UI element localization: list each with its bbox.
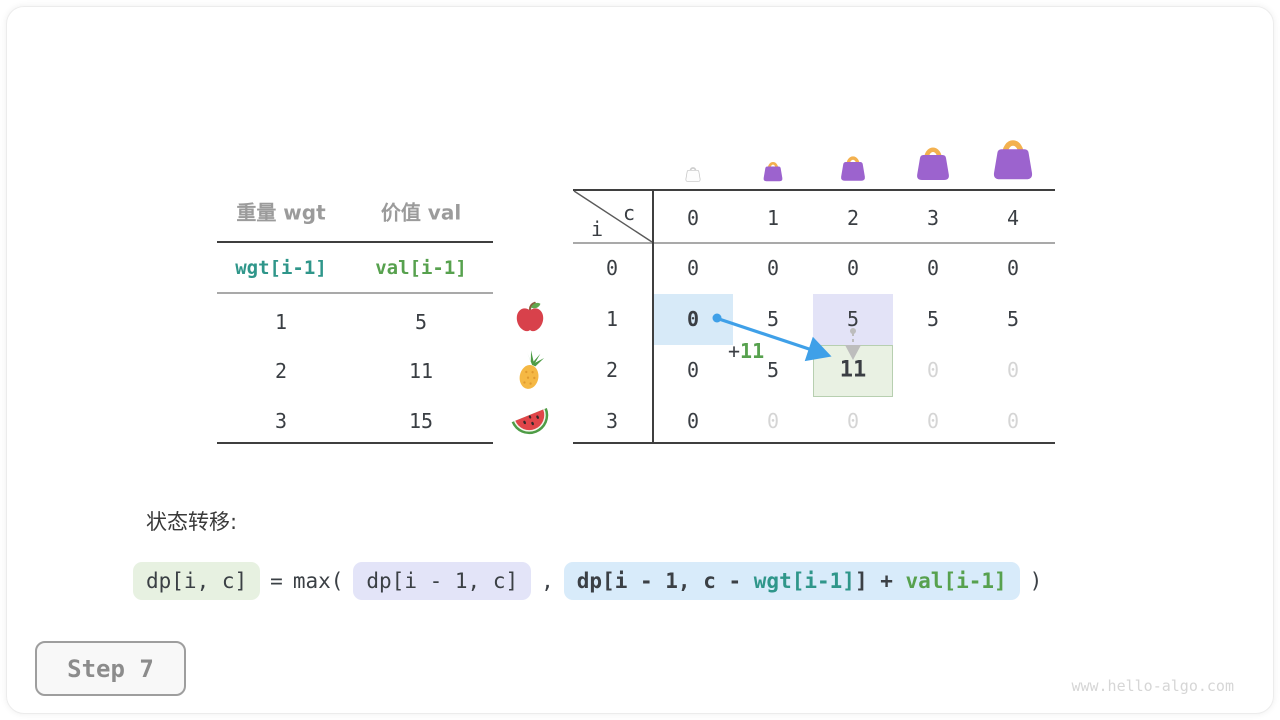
dp-col-header: 2: [846, 206, 860, 230]
gain-annotation: +11: [728, 339, 764, 363]
dp-cell-3-2: 0: [846, 409, 860, 433]
formula-equals: =: [270, 569, 283, 593]
bag-icon-1: [762, 162, 784, 183]
watermark: www.hello-algo.com: [1071, 677, 1234, 695]
left-table-rule-top: [217, 241, 493, 243]
left-table-rule-mid: [217, 292, 493, 294]
dp-cell-1-1: 5: [766, 307, 780, 331]
dp-cell-2-1: 5: [766, 358, 780, 382]
left-table-cell: 11: [408, 359, 434, 383]
formula-max-open: max(: [292, 569, 344, 593]
left-table-wgt-expr: wgt[i-1]: [235, 257, 327, 279]
bag-icon-2: [839, 156, 867, 183]
dp-table-rule-header: [573, 242, 1055, 244]
dp-cell-1-3: 5: [926, 307, 940, 331]
dp-cell-2-2: 11: [839, 357, 867, 383]
dp-cell-1-0: 0: [686, 307, 700, 331]
step-badge: Step 7: [35, 641, 186, 696]
dp-col-header: 0: [686, 206, 700, 230]
dp-col-header: 1: [766, 206, 780, 230]
dp-cell-1-2: 5: [846, 307, 860, 331]
dp-cell-3-4: 0: [1006, 409, 1020, 433]
dp-table-rule-vertical: [652, 189, 654, 444]
formula-close-paren: ): [1029, 569, 1043, 593]
dp-cell-0-0: 0: [686, 256, 700, 280]
step-badge-label: Step 7: [67, 654, 154, 683]
formula-arg-pick-val: val[i-1]: [905, 569, 1007, 593]
dp-cell-0-4: 0: [1006, 256, 1020, 280]
page-border: [6, 6, 1274, 714]
formula-arg-keep: dp[i - 1, c]: [353, 562, 532, 600]
left-table-header-weight: 重量 wgt: [236, 200, 326, 225]
dp-cell-2-4: 0: [1006, 358, 1020, 382]
transition-title: 状态转移:: [146, 510, 238, 534]
bag-empty-icon: [685, 167, 701, 183]
dp-cell-2-0: 0: [686, 358, 700, 382]
left-table-cell: 1: [274, 310, 288, 334]
gain-plus: +: [728, 339, 741, 363]
left-table-cell: 5: [414, 310, 428, 334]
pineapple-icon: [519, 350, 545, 389]
gain-value: 11: [740, 339, 765, 363]
dp-row-label: 2: [605, 358, 619, 382]
dp-row-label: 0: [605, 256, 619, 280]
left-table-cell: 2: [274, 359, 288, 383]
dp-row-label: 3: [605, 409, 619, 433]
dp-cell-3-0: 0: [686, 409, 700, 433]
left-table-cell: 15: [408, 409, 434, 433]
dp-cell-0-2: 0: [846, 256, 860, 280]
transition-formula: dp[i, c] = max( dp[i - 1, c] , dp[i - 1,…: [133, 559, 1042, 603]
bag-icon-4: [989, 130, 1037, 183]
dp-row-label: 1: [605, 307, 619, 331]
dp-col-header: 3: [926, 206, 940, 230]
dp-cell-0-1: 0: [766, 256, 780, 280]
left-table-rule-bottom: [217, 442, 493, 444]
left-table-cell: 3: [274, 409, 288, 433]
formula-arg-pick-mid: ] +: [854, 569, 906, 593]
formula-arg-pick-wgt: wgt[i-1]: [753, 569, 855, 593]
dp-cell-1-4: 5: [1006, 307, 1020, 331]
watermelon-icon: [511, 408, 549, 435]
dp-corner-col-label: c: [622, 201, 636, 225]
dp-cell-0-3: 0: [926, 256, 940, 280]
bag-icon-3: [913, 139, 953, 183]
apple-icon: [516, 301, 544, 332]
dp-table-rule-bottom: [573, 442, 1055, 444]
dp-table-rule-top: [573, 189, 1055, 191]
formula-arg-pick: dp[i - 1, c - wgt[i-1]] + val[i-1]: [563, 562, 1020, 600]
dp-cell-3-1: 0: [766, 409, 780, 433]
formula-comma: ,: [541, 569, 554, 593]
dp-col-header: 4: [1006, 206, 1020, 230]
formula-arg-pick-prefix: dp[i - 1, c -: [576, 569, 754, 593]
left-table-val-expr: val[i-1]: [375, 257, 467, 279]
dp-cell-3-3: 0: [926, 409, 940, 433]
left-table-header-value: 价值 val: [380, 200, 462, 225]
dp-corner-row-label: i: [590, 217, 604, 241]
dp-cell-2-3: 0: [926, 358, 940, 382]
formula-lhs: dp[i, c]: [133, 562, 261, 600]
